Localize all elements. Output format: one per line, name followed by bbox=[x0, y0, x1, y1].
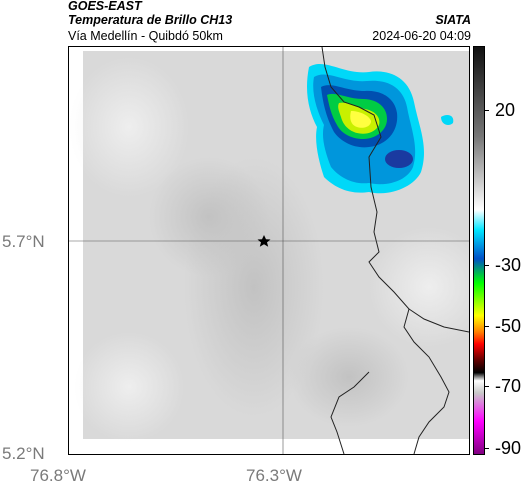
colorbar-tick bbox=[485, 326, 489, 327]
colorbar-tick bbox=[485, 386, 489, 387]
map-panel[interactable] bbox=[68, 46, 470, 455]
colorbar-label-20: 20 bbox=[495, 100, 516, 120]
convective-cloud bbox=[306, 63, 454, 194]
colorbar bbox=[473, 46, 485, 455]
lon-label-2: 76.3°W bbox=[246, 466, 302, 485]
colorbar-label-minus30: -30 bbox=[495, 255, 522, 275]
datetime-label: 2024-06-20 04:09 bbox=[372, 29, 471, 43]
star-marker bbox=[257, 235, 271, 247]
org-label: SIATA bbox=[435, 13, 471, 27]
colorbar-tick bbox=[485, 448, 489, 449]
colorbar-label-minus70: -70 bbox=[495, 376, 522, 396]
map-canvas bbox=[69, 47, 469, 454]
lat-label-2: 5.2°N bbox=[2, 444, 45, 463]
lat-label-1: 5.7°N bbox=[2, 232, 45, 251]
colorbar-tick bbox=[485, 265, 489, 266]
satellite-name: GOES-EAST bbox=[68, 0, 142, 13]
product-title: Temperatura de Brillo CH13 bbox=[68, 13, 233, 27]
colorbar-label-minus50: -50 bbox=[495, 316, 522, 336]
lon-label-1: 76.8°W bbox=[30, 466, 86, 485]
colorbar-label-minus90: -90 bbox=[495, 438, 522, 458]
colorbar-tick bbox=[485, 110, 489, 111]
border-lines bbox=[321, 47, 469, 454]
region-label: Vía Medellín - Quibdó 50km bbox=[68, 29, 223, 43]
